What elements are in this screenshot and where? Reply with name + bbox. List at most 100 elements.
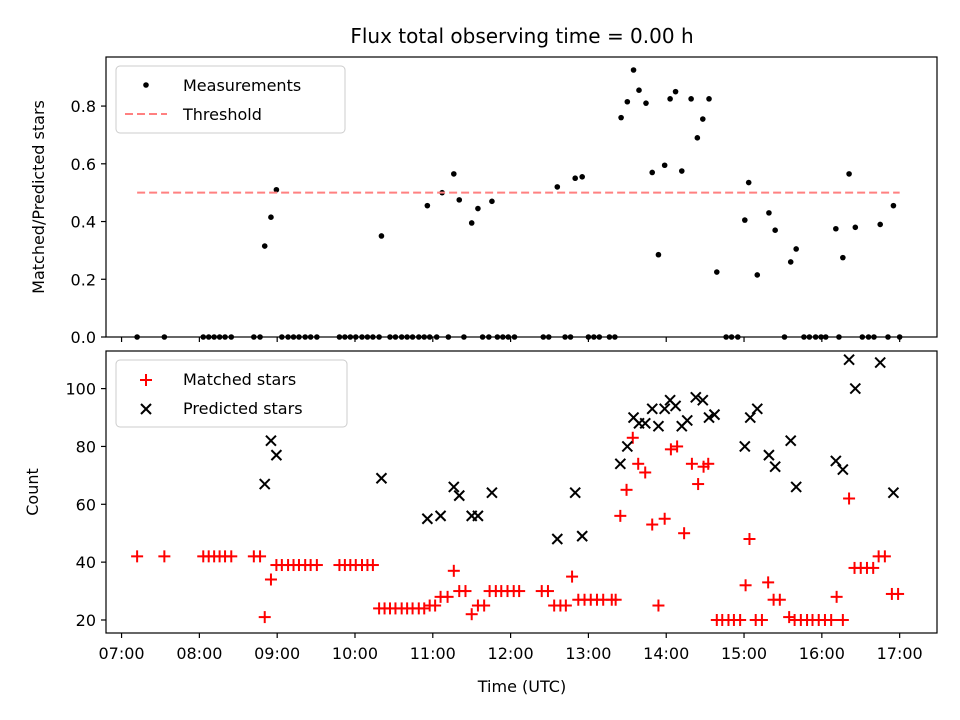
measurement-point: [624, 98, 631, 105]
measurement-point: [714, 269, 720, 275]
measurement-point: [877, 221, 883, 228]
top-plot-frame: [105, 56, 938, 338]
top-y-axis-label: Matched/Predicted stars: [29, 100, 48, 294]
predicted-star-point: [874, 356, 886, 369]
predicted-star-point: [614, 458, 627, 470]
matched-star-point: [836, 613, 849, 626]
predicted-star-point: [434, 510, 447, 522]
legend-predicted-label: Predicted stars: [183, 399, 303, 418]
top-y-tick-label: 0.6: [71, 155, 96, 174]
predicted-star-point: [703, 411, 715, 424]
bottom-y-tick-label: 60: [76, 495, 96, 514]
top-legend: Measurements Threshold: [115, 65, 346, 134]
matched-star-point: [447, 564, 460, 577]
measurement-point: [754, 272, 761, 278]
measurement-point: [699, 116, 706, 122]
matched-star-point: [626, 431, 639, 444]
matched-star-point: [830, 590, 843, 603]
predicted-star-point: [375, 472, 388, 484]
bottom-plot-panel: 20 40 60 80 100 07:00 08:00 09:00 10:00 11:00 12:0…: [23, 350, 938, 696]
matched-star-point: [459, 585, 472, 598]
matched-star-point: [878, 550, 891, 563]
measurement-point: [273, 186, 280, 193]
predicted-star-point: [569, 487, 581, 499]
x-tick-label: 11:00: [410, 644, 456, 663]
x-tick-label: 15:00: [721, 644, 767, 663]
x-tick-label: 12:00: [488, 644, 534, 663]
legend-predicted-marker: [140, 403, 152, 415]
matched-star-point: [825, 613, 838, 626]
matched-star-point: [158, 550, 171, 563]
predicted-star-point: [639, 417, 651, 430]
predicted-star-point: [837, 463, 849, 476]
predicted-star-point: [785, 434, 797, 447]
matched-star-point: [743, 533, 756, 545]
matched-star-point: [762, 576, 775, 589]
predicted-star-point: [621, 440, 634, 453]
measurement-point: [468, 220, 475, 226]
top-y-tick-label: 0.2: [71, 270, 96, 289]
x-tick-label: 10:00: [332, 644, 378, 663]
predicted-star-point: [830, 455, 842, 467]
matched-star-point: [258, 611, 271, 624]
measurement-point: [636, 87, 642, 93]
bottom-axis-ticks: 20 40 60 80 100 07:00 08:00 09:00 10:00 11:00 12:0…: [65, 380, 922, 663]
matched-star-point: [892, 587, 905, 600]
matched-star-point: [702, 457, 715, 470]
predicted-star-point: [763, 449, 775, 461]
legend-measurements-label: Measurements: [183, 76, 301, 95]
matched-star-point: [658, 512, 671, 525]
bottom-y-tick-label: 100: [65, 380, 96, 399]
predicted-star-point: [259, 478, 271, 490]
matched-star-point: [609, 593, 622, 606]
predicted-star-point: [453, 489, 465, 502]
measurement-point: [852, 224, 859, 231]
matched-star-point: [465, 608, 478, 621]
predicted-star-point: [576, 530, 588, 542]
matched-star-point: [867, 561, 880, 574]
measurement-point: [630, 67, 637, 73]
predicted-star-point: [472, 510, 484, 522]
bottom-y-tick-label: 40: [76, 553, 96, 572]
measurement-point: [672, 88, 679, 95]
matched-star-point: [513, 585, 526, 598]
predicted-star-point: [708, 408, 721, 421]
measurement-point: [424, 202, 431, 209]
matched-star-point: [264, 573, 277, 586]
matched-star-point: [783, 611, 796, 624]
predicted-star-point: [690, 391, 702, 403]
measurement-point: [833, 225, 839, 232]
legend-measurements-marker: [143, 82, 149, 88]
matched-star-point: [632, 457, 645, 470]
measurement-point: [706, 96, 712, 102]
predicted-star-point: [751, 403, 763, 415]
measurement-point: [661, 162, 668, 169]
matched-star-point: [441, 590, 454, 603]
predicted-star-point: [551, 533, 563, 545]
measurement-point: [268, 214, 274, 221]
measurement-point: [890, 202, 897, 209]
measurement-point: [742, 217, 748, 223]
measurement-point: [456, 197, 463, 203]
predicted-star-point: [652, 420, 665, 432]
bottom-y-tick-label: 20: [76, 611, 96, 630]
matched-star-point: [664, 443, 677, 456]
measurement-point: [846, 171, 852, 177]
bottom-legend-box: [115, 359, 348, 428]
predicted-star-point: [697, 394, 709, 406]
matched-star-point: [225, 550, 238, 563]
measurement-point: [554, 184, 561, 190]
top-y-tick-label: 0.0: [71, 328, 96, 347]
measurement-point: [489, 198, 495, 205]
matched-star-point: [773, 593, 786, 606]
matched-star-point: [366, 559, 379, 572]
measurement-point: [766, 210, 772, 216]
matched-star-point: [620, 483, 633, 496]
x-tick-label: 07:00: [99, 644, 145, 663]
matched-star-point: [739, 579, 752, 592]
chart-title: Flux total observing time = 0.00 h: [350, 24, 693, 48]
matched-star-point: [559, 599, 572, 612]
matched-star-point: [541, 585, 554, 598]
matched-star-point: [685, 457, 698, 470]
x-tick-label: 08:00: [176, 644, 222, 663]
